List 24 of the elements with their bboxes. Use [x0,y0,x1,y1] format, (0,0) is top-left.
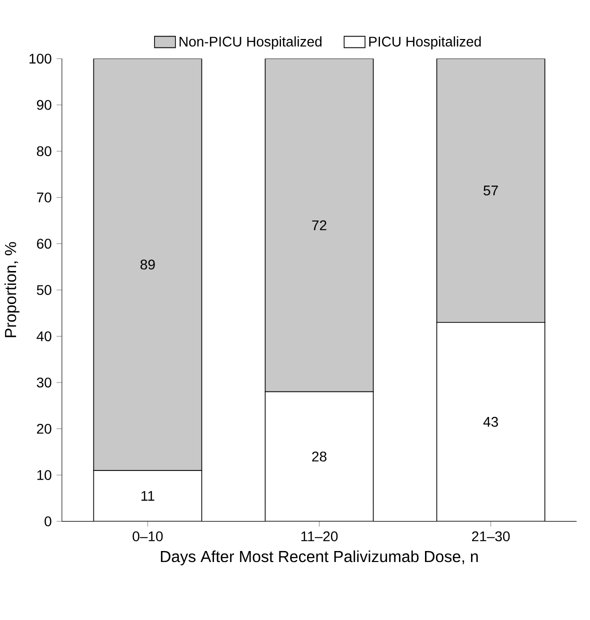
y-tick-label: 70 [37,192,52,202]
y-tick-label: 80 [36,146,52,156]
data-label: 28 [312,452,326,462]
y-tick-label: 20 [37,424,52,434]
y-tick-label: 100 [30,54,52,64]
y-tick-label: 60 [37,238,52,249]
x-tick-label: 11–20 [301,531,338,542]
data-label: 43 [483,416,498,427]
y-tick-label: 10 [37,470,52,480]
data-label: 57 [484,186,498,196]
x-tick-label: 0–10 [132,531,163,542]
y-tick-label: 40 [36,331,52,342]
data-label: 72 [312,220,326,230]
y-tick-label: 0 [44,516,52,526]
y-tick-label: 30 [36,378,52,388]
y-axis-title: Proportion, % [4,242,20,338]
y-tick-label: 90 [36,100,52,110]
x-tick-label: 21–30 [472,531,510,542]
y-tick-label: 50 [36,285,52,295]
data-label: 89 [140,260,155,270]
data-label: 11 [142,491,154,501]
x-axis-title: Days After Most Recent Palivizumab Dose, n [160,550,478,566]
legend-label: PICU Hospitalized [369,36,481,50]
legend-label: Non-PICU Hospitalized [180,36,322,50]
